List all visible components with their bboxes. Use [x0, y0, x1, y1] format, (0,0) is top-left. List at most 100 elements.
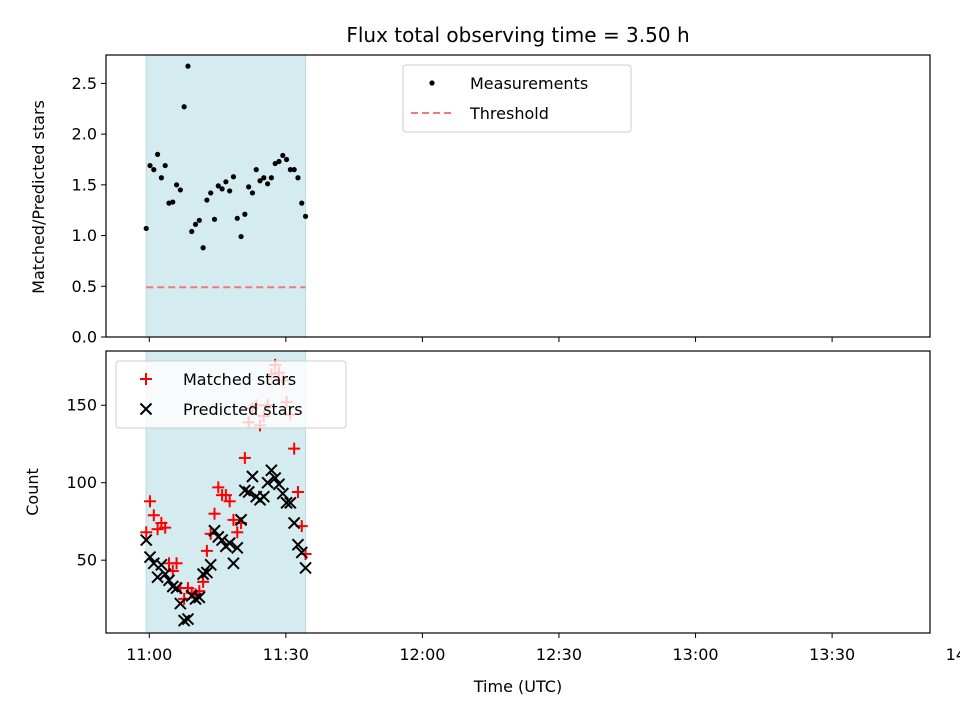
- legend: Measurements Threshold: [402, 64, 632, 133]
- data-point: [155, 558, 168, 572]
- data-point: [234, 513, 248, 527]
- data-point: [238, 233, 244, 240]
- data-point: [302, 213, 309, 219]
- data-point: [227, 557, 240, 570]
- data-point: [170, 199, 176, 205]
- data-point: [181, 612, 195, 626]
- data-point: [177, 614, 191, 627]
- y-tick-label: 2.5: [72, 74, 97, 93]
- data-point: [151, 523, 164, 536]
- data-point: [246, 470, 259, 483]
- legend: Matched stars Predicted stars: [115, 360, 347, 429]
- data-point: [200, 544, 213, 557]
- data-point: [291, 167, 297, 173]
- data-point: [181, 104, 187, 110]
- data-point: [211, 216, 218, 222]
- data-point: [197, 575, 210, 588]
- data-point: [246, 184, 252, 190]
- y-tick-label: 0.5: [72, 277, 97, 296]
- data-point: [257, 178, 263, 184]
- data-point: [174, 597, 187, 610]
- data-point: [170, 581, 183, 595]
- data-point: [291, 486, 304, 498]
- data-point: [231, 526, 244, 539]
- data-point: [215, 183, 221, 189]
- x-axis-label: Time (UTC): [473, 677, 562, 696]
- data-point: [208, 507, 221, 520]
- data-point: [219, 489, 232, 502]
- data-point: [192, 221, 199, 228]
- data-point: [189, 592, 202, 606]
- x-tick-label: 13:30: [809, 645, 855, 664]
- legend-marker-matched: [140, 373, 152, 385]
- legend-label-predicted: Predicted stars: [183, 400, 303, 419]
- data-point: [200, 566, 214, 579]
- data-point: [166, 580, 179, 593]
- data-point: [295, 546, 308, 559]
- data-point: [158, 175, 164, 181]
- data-point: [223, 495, 236, 508]
- data-point: [287, 167, 293, 173]
- series-dot: [143, 63, 309, 251]
- data-point: [154, 151, 161, 158]
- data-point: [140, 533, 153, 547]
- data-point: [219, 186, 225, 192]
- data-point: [280, 496, 293, 510]
- legend-marker-predicted: [139, 402, 153, 416]
- data-point: [238, 451, 251, 464]
- chart-title: Flux total observing time = 3.50 h: [346, 23, 689, 47]
- data-point: [234, 215, 240, 221]
- data-point: [223, 179, 229, 185]
- y-tick-label: 100: [66, 473, 97, 492]
- data-point: [177, 187, 183, 193]
- data-point: [295, 175, 301, 181]
- data-point: [288, 442, 301, 455]
- data-point: [212, 481, 225, 494]
- data-point: [200, 245, 206, 251]
- data-point: [173, 182, 180, 188]
- data-point: [253, 167, 259, 173]
- x-tick-label: 12:00: [399, 645, 445, 664]
- data-point: [265, 464, 278, 477]
- bottom-y-axis-label: Count: [23, 468, 42, 516]
- legend-marker-measurements: [429, 80, 435, 86]
- top-y-axis-label: Matched/Predicted stars: [29, 100, 48, 294]
- data-point: [140, 526, 153, 539]
- data-point: [283, 156, 290, 163]
- y-tick-label: 150: [66, 396, 97, 415]
- data-point: [204, 558, 217, 572]
- series-x: [140, 464, 312, 627]
- data-point: [185, 63, 191, 69]
- data-point: [261, 476, 274, 489]
- data-point: [268, 471, 282, 485]
- data-point: [204, 197, 210, 203]
- top-panel: 0.0 0.5 1.0 1.5 2.0 2.5 Measurements Threshold: [72, 54, 931, 347]
- data-point: [159, 521, 172, 534]
- data-point: [242, 485, 255, 499]
- data-point: [193, 591, 206, 604]
- data-point: [230, 174, 237, 180]
- data-point: [249, 190, 256, 196]
- data-point: [196, 217, 202, 223]
- axes-frame: [105, 54, 931, 338]
- data-point: [291, 538, 305, 551]
- data-point: [147, 509, 160, 522]
- data-point: [144, 495, 157, 508]
- y-tick-label: 1.5: [72, 175, 97, 194]
- data-point: [196, 567, 210, 581]
- observing-window-band: [145, 54, 307, 338]
- data-point: [299, 561, 312, 575]
- data-point: [151, 167, 157, 173]
- data-point: [242, 211, 248, 217]
- legend-label-threshold: Threshold: [469, 104, 549, 123]
- data-point: [147, 162, 153, 169]
- data-point: [158, 567, 172, 581]
- axes-frame: [105, 350, 931, 634]
- data-point: [143, 550, 157, 564]
- data-point: [276, 158, 282, 165]
- y-tick-label: 2.0: [72, 125, 97, 144]
- data-point: [223, 536, 236, 550]
- data-point: [208, 190, 214, 196]
- y-tick-label: 0.0: [72, 328, 97, 347]
